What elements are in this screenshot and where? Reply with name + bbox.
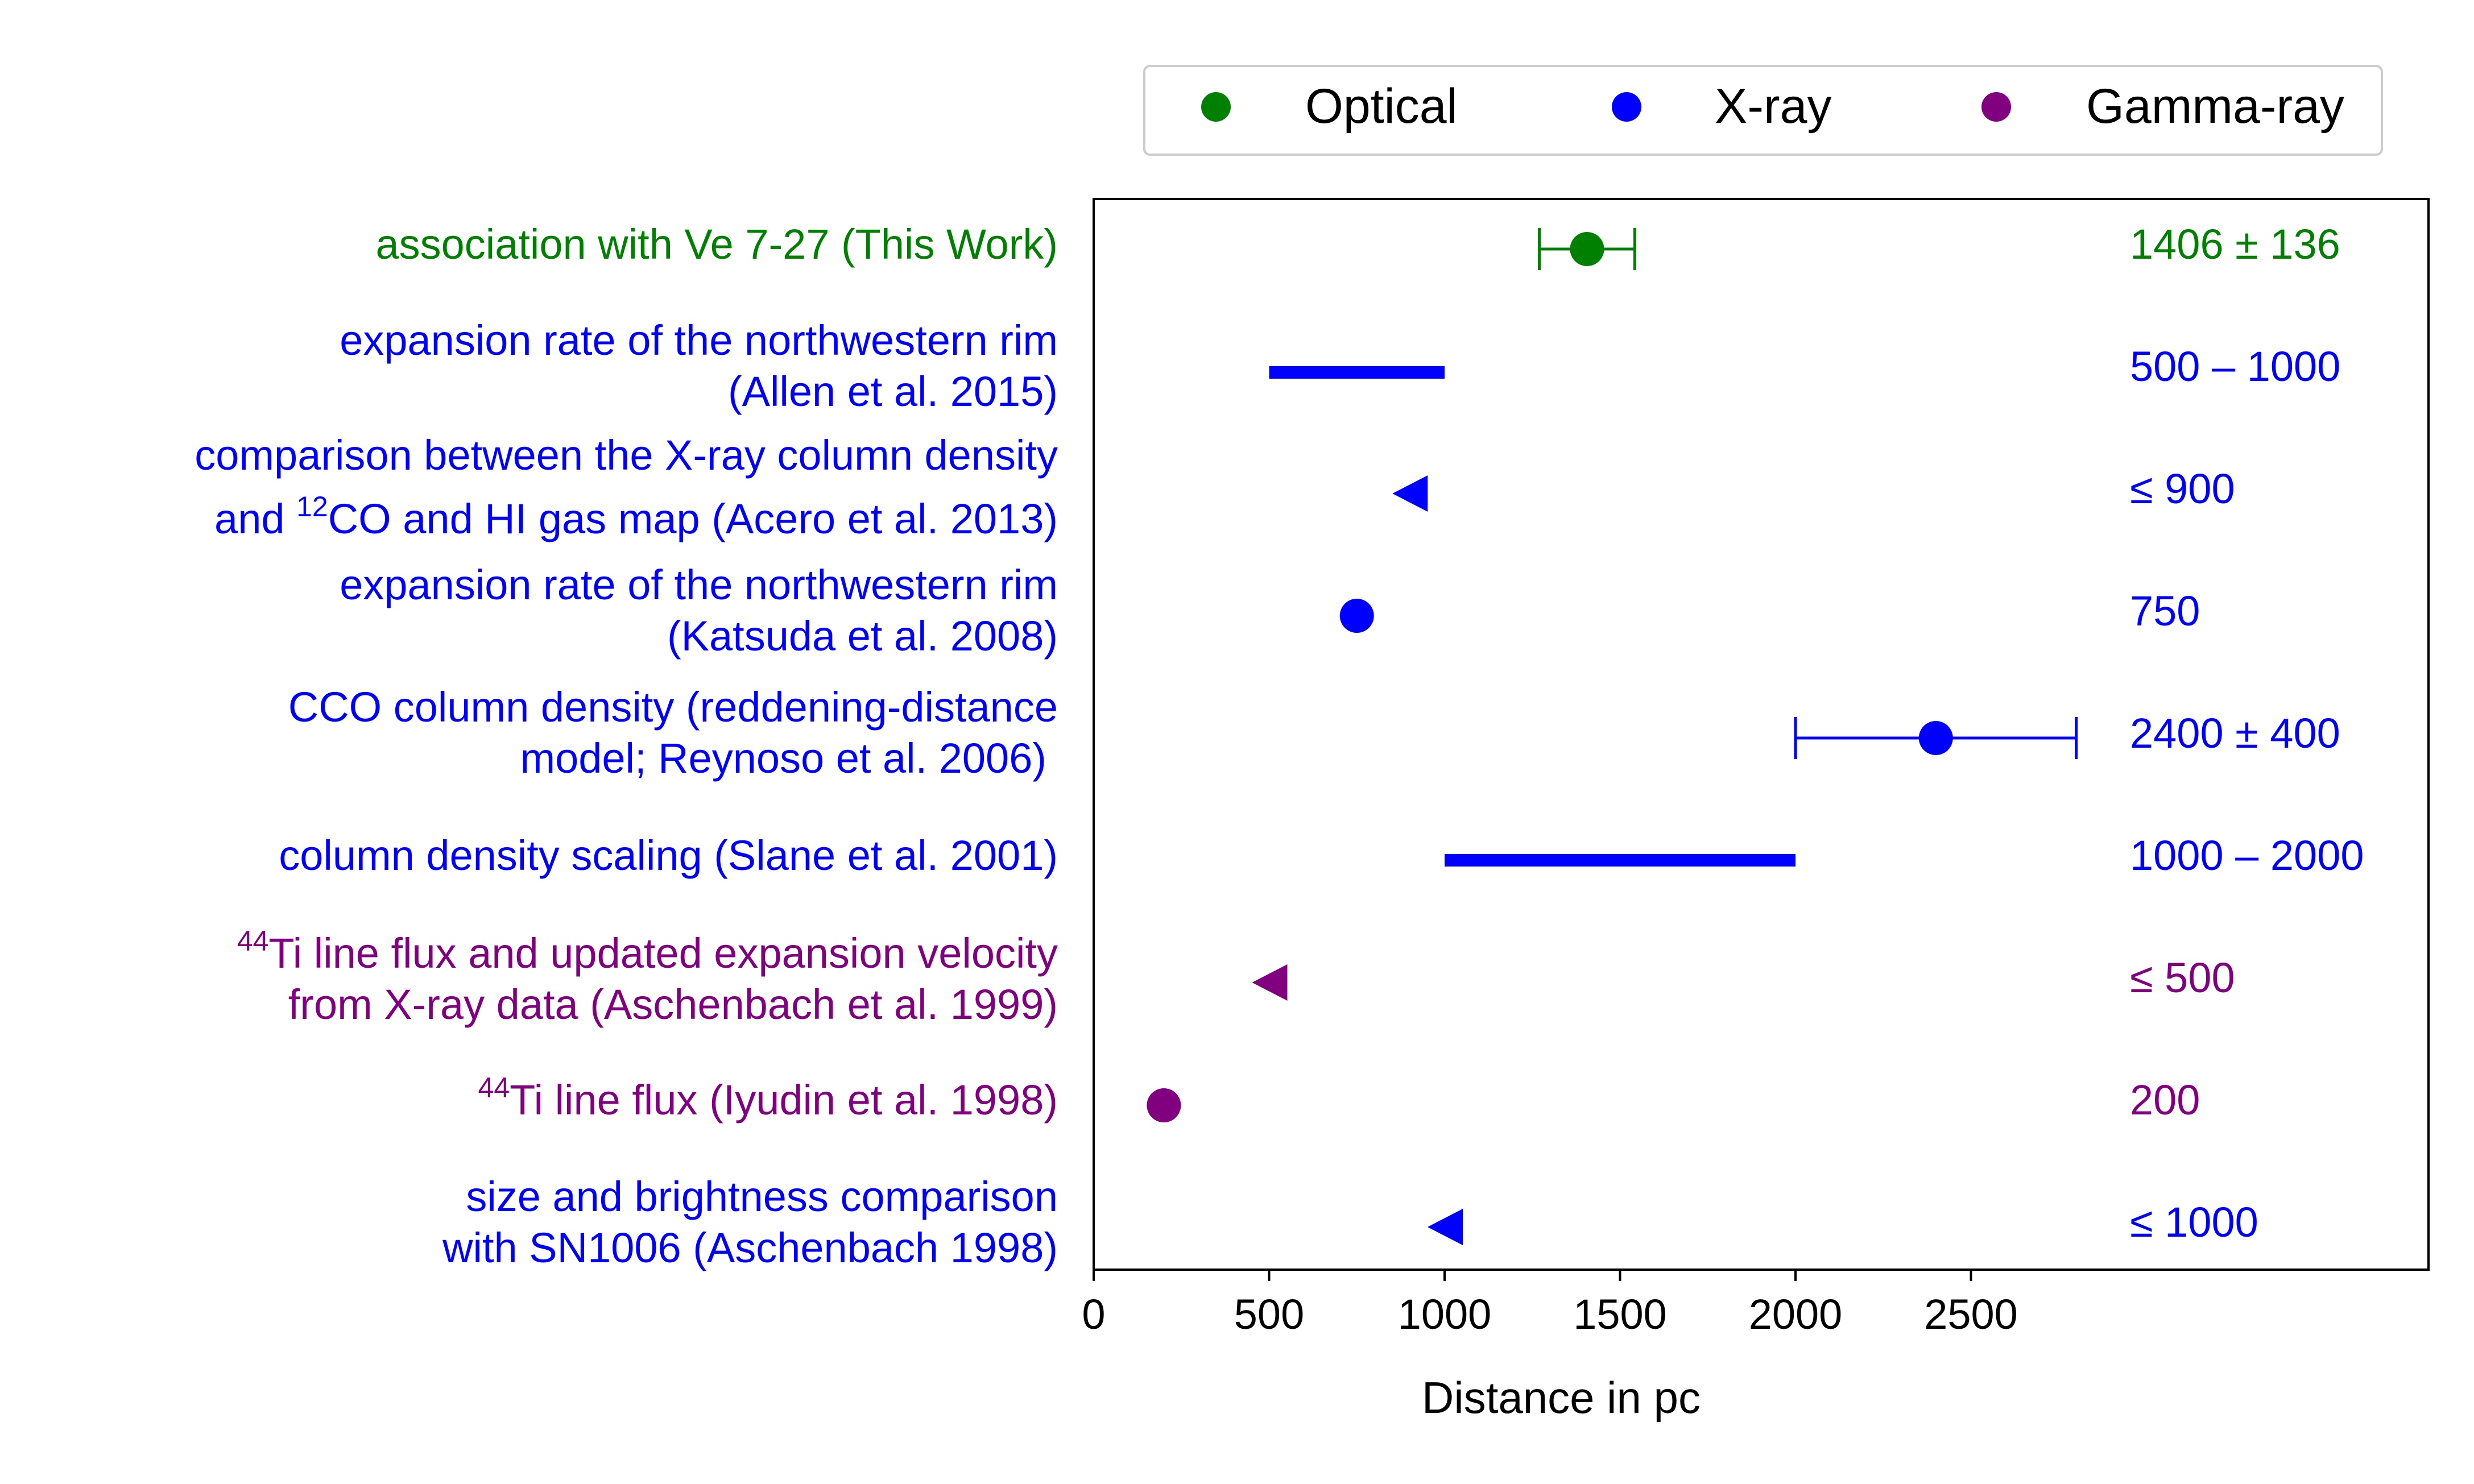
row-label-4-line2: model; Reynoso et al. 2006) <box>520 735 1046 782</box>
x-tick-label-2000: 2000 <box>1749 1291 1843 1338</box>
legend-label-optical: Optical <box>1305 79 1458 134</box>
row-label-6-line1: 44Ti line flux and updated expansion vel… <box>237 925 1058 977</box>
x-tick-label-0: 0 <box>1082 1291 1105 1338</box>
upper-limit-marker-6 <box>1252 964 1288 1001</box>
data-point-0 <box>1570 232 1604 266</box>
row-label-2-sup: 12 <box>296 491 328 523</box>
row-label-2-post: CO and HI gas map (Acero et al. 2013) <box>328 495 1058 542</box>
row-label-4-line1: CCO column density (reddening-distance <box>288 683 1058 731</box>
row-label-1-line2: (Allen et al. 2015) <box>728 368 1058 415</box>
x-tick-label-1500: 1500 <box>1573 1291 1667 1338</box>
row-label-1-line1: expansion rate of the northwestern rim <box>340 317 1058 364</box>
row-label-2-line2: and 12CO and HI gas map (Acero et al. 20… <box>214 491 1058 542</box>
legend-marker-gamma <box>1981 92 2011 122</box>
row-label-6-sup: 44 <box>237 925 269 957</box>
row-label-0: association with Ve 7-27 (This Work) <box>375 221 1058 268</box>
row-value-7: 200 <box>2130 1076 2200 1124</box>
row-label-6-line2: from X-ray data (Aschenbach et al. 1999) <box>288 981 1058 1028</box>
data-point-4 <box>1918 721 1953 755</box>
data-point-3 <box>1339 599 1374 633</box>
row-label-8-line1: size and brightness comparison <box>466 1173 1058 1220</box>
row-value-1: 500 – 1000 <box>2130 343 2340 390</box>
row-label-3-line1: expansion rate of the northwestern rim <box>340 561 1058 608</box>
row-label-7-sup: 44 <box>478 1072 510 1104</box>
x-tick-label-1000: 1000 <box>1398 1291 1492 1338</box>
x-tick-label-500: 500 <box>1234 1291 1304 1338</box>
row-value-2: ≤ 900 <box>2130 465 2235 512</box>
row-value-3: 750 <box>2130 587 2200 635</box>
row-label-5: column density scaling (Slane et al. 200… <box>279 832 1058 879</box>
row-value-0: 1406 ± 136 <box>2130 221 2340 268</box>
row-label-6-post: Ti line flux and updated expansion veloc… <box>268 930 1058 977</box>
row-label-2-line1: comparison between the X-ray column dens… <box>195 432 1058 479</box>
legend-marker-xray <box>1612 92 1641 122</box>
row-value-5: 1000 – 2000 <box>2130 832 2364 879</box>
row-label-8-line2: with SN1006 (Aschenbach 1998) <box>442 1224 1058 1271</box>
row-label-2-pre: and <box>214 495 296 542</box>
x-axis-label: Distance in pc <box>1422 1373 1701 1423</box>
data-point-7 <box>1147 1088 1181 1122</box>
row-value-8: ≤ 1000 <box>2130 1199 2258 1246</box>
data-marks <box>1147 228 2078 1245</box>
x-axis: 0 500 1000 1500 2000 2500 <box>1082 1270 2018 1338</box>
legend-label-gamma: Gamma-ray <box>2086 79 2344 134</box>
rows: association with Ve 7-27 (This Work) 140… <box>195 221 2364 1271</box>
plot-frame <box>1093 198 2430 1271</box>
upper-limit-marker-8 <box>1428 1209 1463 1245</box>
row-value-6: ≤ 500 <box>2130 954 2235 1001</box>
x-tick-label-2500: 2500 <box>1924 1291 2018 1338</box>
row-value-4: 2400 ± 400 <box>2130 710 2340 757</box>
legend-frame <box>1143 65 2383 156</box>
row-label-3-line2: (Katsuda et al. 2008) <box>667 612 1058 660</box>
row-label-7: 44Ti line flux (Iyudin et al. 1998) <box>478 1072 1058 1124</box>
legend-label-xray: X-ray <box>1715 79 1831 134</box>
upper-limit-marker-2 <box>1392 475 1428 512</box>
legend-marker-optical <box>1201 92 1231 122</box>
row-label-7-post: Ti line flux (Iyudin et al. 1998) <box>510 1076 1058 1124</box>
legend: Optical X-ray Gamma-ray <box>1143 65 2383 156</box>
